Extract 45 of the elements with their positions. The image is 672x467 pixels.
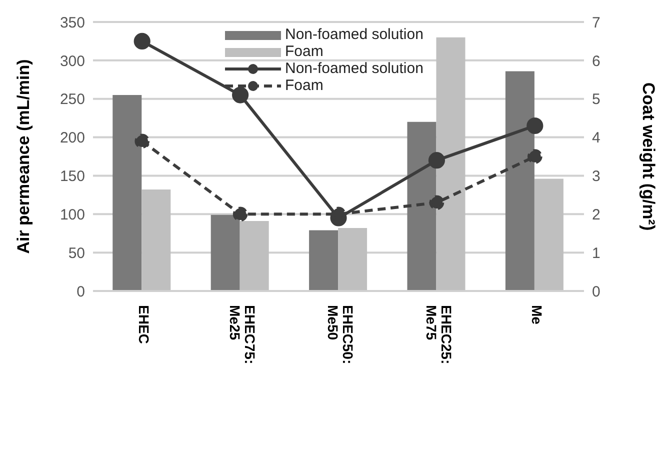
legend-label: Non-foamed solution xyxy=(285,26,424,43)
x-tick-label: EHEC25: Me75 xyxy=(423,305,454,364)
bar xyxy=(210,214,240,291)
y2-tick-label: 5 xyxy=(592,91,600,108)
bar xyxy=(436,37,466,291)
y-tick-label: 250 xyxy=(60,91,85,108)
bar xyxy=(142,190,171,291)
legend-label: Foam xyxy=(285,43,324,60)
point xyxy=(428,152,445,169)
y2-tick-label: 7 xyxy=(592,14,600,32)
y-tick-label: 150 xyxy=(60,168,85,186)
y2-tick-label: 1 xyxy=(592,244,600,262)
point xyxy=(526,117,544,134)
y-tick-label: 0 xyxy=(76,283,85,300)
x-tick-label: EHEC50: Me50 xyxy=(325,305,356,364)
point xyxy=(134,32,150,50)
point xyxy=(232,206,248,222)
y2-tick-label: 4 xyxy=(592,130,600,147)
y-tick-label: 50 xyxy=(68,244,85,262)
bar xyxy=(407,122,436,291)
y-tick-label: 300 xyxy=(60,52,85,70)
bar xyxy=(338,228,368,291)
y-tick-label: 200 xyxy=(60,130,85,147)
legend-label: Foam xyxy=(285,77,324,94)
legend-label: Non-foamed solution xyxy=(285,60,424,77)
bar xyxy=(505,71,534,291)
y2-tick-label: 6 xyxy=(592,52,600,70)
x-tick-label: EHEC xyxy=(136,305,152,344)
bar xyxy=(309,230,338,291)
point xyxy=(232,86,249,104)
point xyxy=(528,149,542,164)
point xyxy=(134,134,150,149)
bar xyxy=(534,178,564,291)
y2-axis-title: Coat weight (g/m²) xyxy=(638,82,658,231)
y2-tick-label: 0 xyxy=(592,283,600,300)
x-tick-label: EHEC75: Me25 xyxy=(226,305,258,364)
y2-tick-label: 2 xyxy=(592,206,600,224)
bar xyxy=(112,95,142,291)
y-axis-title: Air permeance (mL/min) xyxy=(14,59,34,254)
y-tick-label: 350 xyxy=(60,14,85,32)
y2-tick-label: 3 xyxy=(592,168,600,186)
y-tick-label: 100 xyxy=(60,206,85,224)
point xyxy=(429,195,444,210)
bar xyxy=(240,221,269,291)
x-tick-label: Me xyxy=(529,305,545,325)
